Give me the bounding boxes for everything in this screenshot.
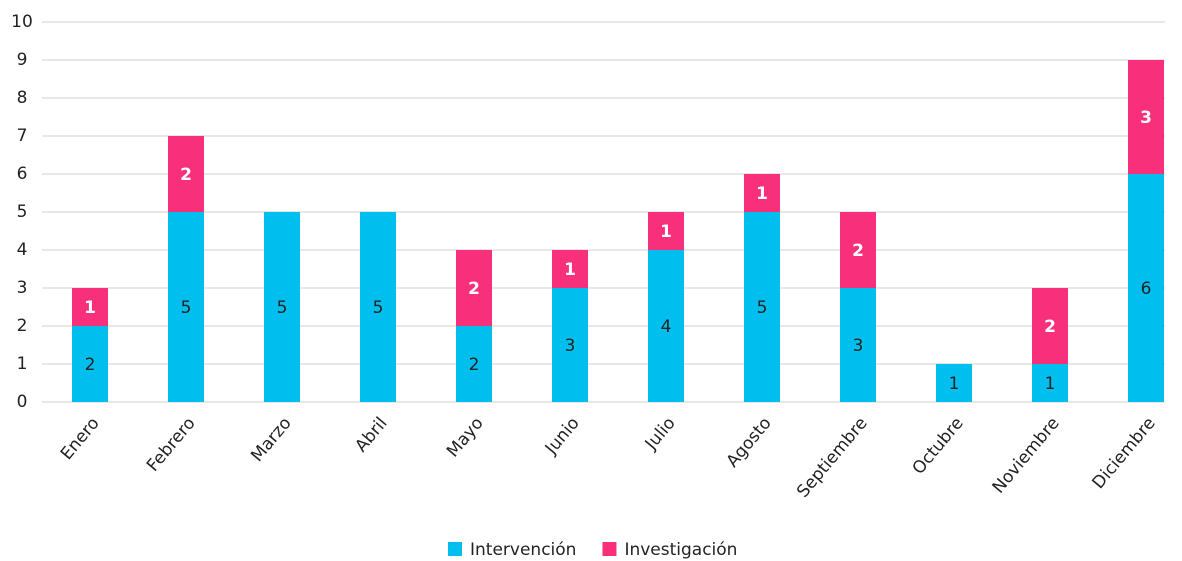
legend-swatch: [448, 542, 462, 556]
bar-segment: [456, 326, 492, 402]
bar-segment: [1032, 364, 1068, 402]
data-label: 5: [757, 298, 768, 318]
data-label: 2: [85, 355, 96, 375]
bar-segment: [168, 212, 204, 402]
y-tick-label: 6: [17, 164, 28, 184]
data-label: 2: [852, 241, 864, 261]
bar-segment: [648, 212, 684, 250]
data-label: 2: [469, 355, 480, 375]
x-tick-label: Enero: [57, 414, 104, 464]
y-tick-label: 10: [11, 12, 33, 32]
bar-segment: [840, 288, 876, 402]
x-tick-label: Octubre: [909, 414, 968, 479]
x-tick-label: Septiembre: [793, 414, 872, 502]
data-label: 5: [181, 298, 192, 318]
data-label: 4: [661, 317, 672, 337]
data-label: 1: [1045, 374, 1056, 394]
data-label: 1: [756, 184, 768, 204]
y-tick-label: 4: [17, 240, 28, 260]
y-tick-label: 0: [17, 392, 28, 412]
x-tick-label: Febrero: [143, 414, 200, 476]
data-label: 1: [660, 222, 672, 242]
legend-swatch: [602, 542, 617, 556]
y-tick-label: 5: [17, 202, 28, 222]
x-tick-label: Diciembre: [1089, 414, 1160, 493]
x-tick-label: Abril: [351, 414, 391, 457]
y-tick-label: 1: [17, 354, 28, 374]
data-label: 5: [373, 298, 384, 318]
bar-segment: [552, 288, 588, 402]
bar-segment: [168, 136, 204, 212]
x-tick-label: Marzo: [247, 414, 295, 466]
y-tick-label: 8: [17, 88, 28, 108]
data-label: 2: [180, 165, 192, 185]
bar-segment: [456, 250, 492, 326]
bar-segment: [1128, 60, 1164, 174]
data-label: 3: [853, 336, 864, 356]
y-tick-label: 7: [17, 126, 28, 146]
y-tick-label: 3: [17, 278, 28, 298]
bar-segment: [72, 288, 108, 326]
legend-label: Intervención: [470, 540, 576, 560]
x-tick-label: Junio: [541, 414, 584, 460]
x-tick-label: Julio: [641, 414, 680, 455]
bar-segment: [936, 364, 972, 402]
bar-segment: [72, 326, 108, 402]
data-label: 6: [1141, 279, 1152, 299]
data-label: 3: [1140, 108, 1152, 128]
data-label: 2: [468, 279, 480, 299]
x-tick-label: Mayo: [443, 414, 488, 462]
data-label: 3: [565, 336, 576, 356]
y-tick-label: 9: [17, 50, 28, 70]
x-tick-label: Noviembre: [989, 414, 1064, 498]
bar-segment: [1032, 288, 1068, 364]
x-tick-label: Agosto: [723, 414, 776, 472]
bar-segment: [360, 212, 396, 402]
bar-segment: [840, 212, 876, 288]
data-label: 5: [277, 298, 288, 318]
bar-segment: [648, 250, 684, 402]
bar-segment: [264, 212, 300, 402]
data-label: 2: [1044, 317, 1056, 337]
data-label: 1: [84, 298, 96, 318]
bar-segment: [744, 212, 780, 402]
y-tick-label: 2: [17, 316, 28, 336]
data-label: 1: [949, 374, 960, 394]
legend-label: Investigación: [624, 540, 737, 560]
bar-segment: [744, 174, 780, 212]
bar-segment: [1128, 174, 1164, 402]
bar-segment: [552, 250, 588, 288]
data-label: 1: [564, 260, 576, 280]
